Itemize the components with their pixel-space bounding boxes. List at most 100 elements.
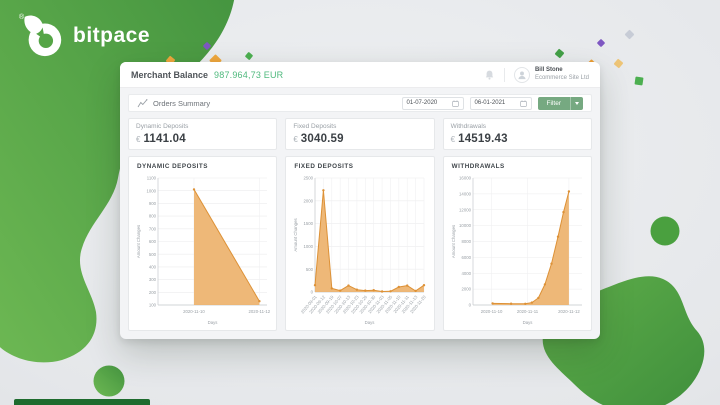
svg-text:1000: 1000 — [304, 244, 314, 249]
calendar-icon — [519, 99, 527, 107]
person-icon — [518, 71, 526, 79]
svg-text:300: 300 — [149, 277, 157, 282]
stat-card-dynamic-deposits: Dynamic Deposits € 1141.04 — [128, 118, 278, 150]
svg-text:1000: 1000 — [146, 188, 156, 193]
stat-value: 3040.59 — [300, 133, 344, 145]
stat-card-fixed-deposits: Fixed Deposits € 3040.59 — [285, 118, 435, 150]
svg-text:1500: 1500 — [304, 221, 314, 226]
green-dot-bottom-left — [93, 365, 125, 397]
date-from-value: 01-07-2020 — [406, 100, 438, 106]
user-name: Bill Stone — [534, 67, 563, 73]
green-dot-right — [650, 216, 680, 246]
currency-symbol: € — [136, 135, 141, 144]
chart-card-dynamic-deposits: DYNAMIC DEPOSITS 100 200 300 400 500 600 700 80… — [128, 156, 278, 331]
line-chart-icon — [137, 98, 148, 107]
stats-row: Dynamic Deposits € 1141.04 Fixed Deposit… — [128, 118, 592, 150]
dark-green-bar-bottom — [14, 399, 150, 405]
merchant-balance-amount: 987.964,73 EUR — [214, 69, 284, 80]
currency-symbol: € — [293, 135, 298, 144]
svg-text:700: 700 — [149, 226, 157, 231]
filter-button-label: Filter — [546, 99, 561, 107]
svg-text:Amount Changes: Amount Changes — [451, 225, 456, 258]
svg-text:Amount Changes: Amount Changes — [136, 225, 141, 258]
window-topbar: Merchant Balance 987.964,73 EUR Bill Sto… — [120, 62, 600, 88]
confetti-piece — [202, 41, 212, 51]
charts-row: DYNAMIC DEPOSITS 100 200 300 400 500 600 700 80… — [128, 156, 592, 331]
stat-label: Fixed Deposits — [293, 123, 337, 130]
registered-mark: ® — [19, 14, 25, 21]
calendar-icon — [451, 99, 459, 107]
svg-text:2500: 2500 — [304, 176, 314, 181]
date-from-input[interactable]: 01-07-2020 — [401, 96, 464, 110]
svg-text:6000: 6000 — [461, 255, 471, 260]
svg-text:2000: 2000 — [461, 287, 471, 292]
chart-card-fixed-deposits: FIXED DEPOSITS 0 500 1000 1500 2000 2500 2020-… — [285, 156, 435, 331]
topbar-divider — [503, 67, 505, 82]
svg-text:4000: 4000 — [461, 271, 471, 276]
stat-label: Dynamic Deposits — [136, 123, 189, 130]
confetti-piece — [624, 29, 635, 40]
svg-text:600: 600 — [149, 239, 157, 244]
stat-value: 14519.43 — [458, 133, 508, 145]
orders-summary-label: Orders Summary — [153, 98, 211, 108]
svg-text:900: 900 — [149, 201, 157, 206]
confetti-piece — [554, 48, 565, 59]
svg-text:12000: 12000 — [459, 207, 472, 212]
date-to-input[interactable]: 06-01-2021 — [469, 96, 532, 110]
svg-text:200: 200 — [149, 290, 157, 295]
bitpace-logo-icon — [20, 13, 62, 57]
caret-down-icon — [575, 101, 579, 105]
chart-title: WITHDRAWALS — [451, 163, 505, 170]
svg-text:0: 0 — [468, 303, 471, 308]
user-company: Ecommerce Site Ltd — [534, 74, 589, 81]
filter-dropdown-toggle[interactable] — [570, 96, 583, 110]
orders-summary-bar: Orders Summary 01-07-2020 06-01-2021 — [128, 94, 592, 112]
svg-text:Amount Changes: Amount Changes — [293, 218, 298, 251]
confetti-piece — [596, 38, 606, 48]
svg-text:2020-11-10: 2020-11-10 — [183, 309, 205, 314]
svg-text:2020-11-11: 2020-11-11 — [516, 309, 538, 314]
dynamic-deposits-chart: 100 200 300 400 500 600 700 800 900 1000 1100 2020-… — [136, 176, 271, 325]
svg-text:2020-11-12: 2020-11-12 — [558, 309, 580, 314]
date-to-value: 06-01-2021 — [474, 100, 506, 106]
confetti-piece — [634, 76, 644, 86]
window-content: Orders Summary 01-07-2020 06-01-2021 — [120, 88, 600, 339]
svg-text:500: 500 — [149, 252, 157, 257]
svg-text:800: 800 — [149, 214, 157, 219]
dashboard-window: Merchant Balance 987.964,73 EUR Bill Sto… — [120, 62, 600, 339]
chart-title: DYNAMIC DEPOSITS — [137, 163, 208, 170]
stat-value: 1141.04 — [143, 133, 186, 145]
svg-text:400: 400 — [149, 265, 157, 270]
user-info[interactable]: Bill Stone Ecommerce Site Ltd — [535, 67, 589, 82]
bell-icon[interactable] — [485, 70, 494, 80]
stat-label: Withdrawals — [450, 123, 487, 130]
stat-card-withdrawals: Withdrawals € 14519.43 — [442, 118, 592, 150]
svg-text:Days: Days — [208, 320, 218, 325]
svg-text:2020-11-10: 2020-11-10 — [480, 309, 502, 314]
svg-text:Days: Days — [522, 320, 532, 325]
svg-text:100: 100 — [149, 303, 157, 308]
green-blob-left — [0, 0, 234, 363]
svg-text:14000: 14000 — [459, 191, 472, 196]
brand-logo: ® bitpace — [19, 13, 151, 59]
svg-text:500: 500 — [306, 267, 314, 272]
withdrawals-chart: 0 2000 4000 6000 8000 10000 12000 14000 16000 202… — [451, 176, 582, 325]
chart-title: FIXED DEPOSITS — [294, 163, 354, 170]
svg-text:16000: 16000 — [459, 176, 472, 181]
confetti-piece — [244, 51, 254, 61]
fixed-deposits-chart: 050010001500200025002020-09-012020-09-12… — [293, 176, 427, 325]
svg-text:8000: 8000 — [461, 239, 471, 244]
svg-text:2020-11-12: 2020-11-12 — [249, 309, 271, 314]
chart-card-withdrawals: WITHDRAWALS 0 2000 4000 6000 8000 10000 12000 1… — [442, 156, 592, 331]
svg-text:1100: 1100 — [147, 176, 157, 181]
avatar[interactable] — [513, 66, 530, 83]
svg-text:Days: Days — [365, 320, 375, 325]
confetti-piece — [613, 58, 624, 69]
currency-symbol: € — [450, 135, 456, 144]
brand-name: bitpace — [73, 24, 151, 47]
merchant-balance-title: Merchant Balance — [131, 69, 209, 80]
filter-button[interactable]: Filter — [537, 96, 583, 110]
svg-text:0: 0 — [311, 290, 314, 295]
svg-text:2000: 2000 — [304, 198, 314, 203]
svg-text:10000: 10000 — [459, 223, 472, 228]
